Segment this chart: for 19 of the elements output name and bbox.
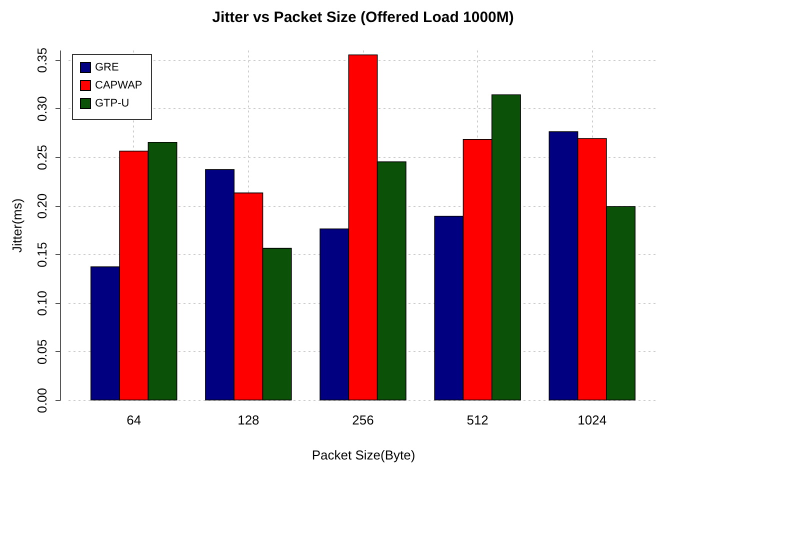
y-tick-label: 0.20 [34, 193, 50, 219]
y-tick-label: 0.25 [34, 144, 50, 170]
y-tick-label: 0.35 [34, 48, 50, 73]
x-tick-label: 64 [126, 412, 142, 428]
y-axis-title: Jitter(ms) [10, 198, 24, 253]
x-tick-label: 128 [238, 412, 260, 428]
x-axis-title: Packet Size(Byte) [312, 448, 416, 462]
chart-title: Jitter vs Packet Size (Offered Load 1000M) [212, 9, 514, 26]
x-tick-label: 1024 [578, 412, 607, 428]
x-tick-label: 256 [352, 412, 374, 428]
legend-label: CAPWAP [95, 80, 142, 92]
legend-label: GRE [95, 62, 119, 74]
legend-label: GTP-U [95, 98, 130, 110]
x-tick-label: 512 [466, 412, 488, 428]
y-tick-label: 0.15 [34, 242, 50, 268]
y-tick-label: 0.05 [34, 339, 50, 365]
y-tick-label: 0.10 [34, 290, 50, 316]
y-tick-label: 0.00 [34, 388, 50, 414]
y-tick-label: 0.30 [34, 96, 50, 122]
